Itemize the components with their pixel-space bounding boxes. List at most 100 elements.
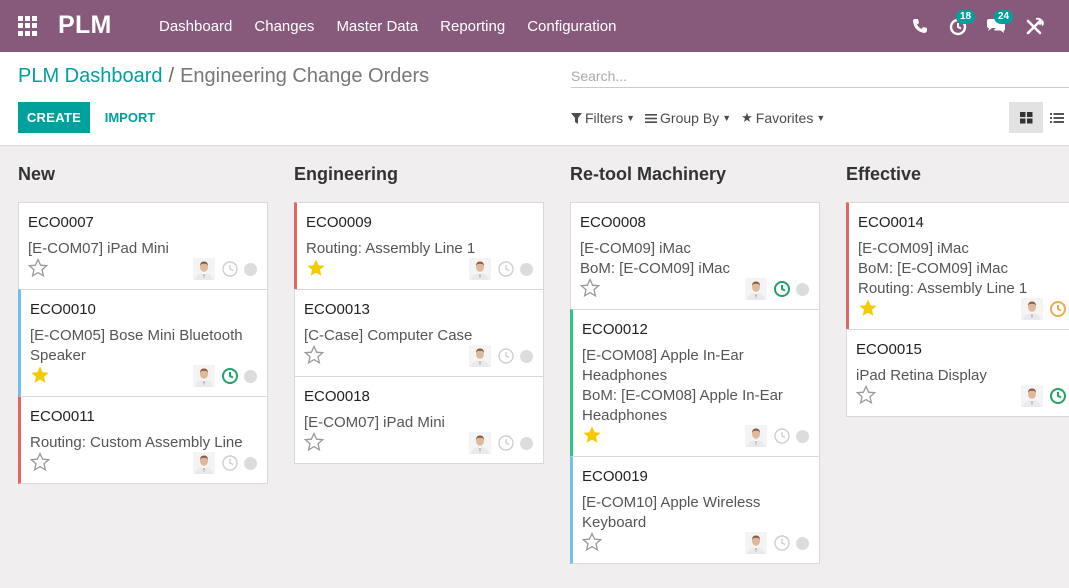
favorites-dropdown[interactable]: ★ Favorites ▼	[741, 110, 825, 126]
column-title: Effective	[846, 164, 922, 184]
priority-star-filled-icon[interactable]	[30, 365, 50, 385]
activity-clock-icon[interactable]	[497, 260, 515, 278]
card-description-line: [E-COM09] iMac	[858, 240, 969, 257]
kanban-view-button[interactable]	[1009, 102, 1043, 133]
debug-tools-icon[interactable]	[1022, 14, 1046, 38]
menu-item-master-data[interactable]: Master Data	[336, 17, 419, 35]
favorites-label: Favorites	[755, 110, 814, 126]
kanban-card[interactable]: ECO0018 [E-COM07] iPad Mini	[294, 376, 544, 464]
card-reference: ECO0007	[28, 214, 94, 231]
card-description-line: [C-Case] Computer Case	[304, 327, 473, 344]
activity-clock-icon[interactable]	[221, 260, 239, 278]
priority-star-icon[interactable]	[855, 384, 877, 405]
user-avatar	[193, 452, 215, 474]
kanban-state-dot[interactable]	[520, 350, 533, 363]
kanban-card[interactable]: ECO0008 [E-COM09] iMac BoM: [E-COM09] iMac	[570, 202, 820, 310]
kanban-state-dot[interactable]	[520, 263, 533, 276]
card-description: [E-COM08] Apple In-Ear Headphones BoM: [E-…	[582, 346, 817, 426]
chevron-down-icon: ▼	[816, 113, 826, 123]
card-reference: ECO0010	[30, 301, 96, 318]
create-button[interactable]: CREATE	[18, 102, 90, 133]
menu-item-changes[interactable]: Changes	[254, 17, 315, 35]
group-by-dropdown[interactable]: Group By ▼	[645, 110, 731, 126]
kanban-grid-icon	[1019, 111, 1032, 123]
card-reference: ECO0008	[580, 214, 646, 231]
activity-clock-icon[interactable]	[773, 534, 791, 552]
card-description-line: iPad Retina Display	[856, 367, 987, 384]
filters-label: Filters	[585, 110, 624, 126]
card-description-line: Keyboard	[582, 514, 647, 531]
card-description-line: [E-COM07] iPad Mini	[304, 414, 445, 431]
priority-star-icon[interactable]	[27, 257, 49, 278]
breadcrumb-separator: /	[168, 65, 175, 87]
priority-star-icon[interactable]	[581, 531, 603, 552]
card-description: [E-COM07] iPad Mini	[304, 413, 539, 433]
kanban-card[interactable]: ECO0013 [C-Case] Computer Case	[294, 289, 544, 377]
activity-clock-icon[interactable]	[1049, 300, 1067, 318]
card-reference: ECO0019	[582, 468, 648, 485]
import-button[interactable]: IMPORT	[104, 110, 156, 125]
card-description-line: [E-COM07] iPad Mini	[28, 240, 169, 257]
kanban-state-dot[interactable]	[244, 370, 257, 383]
search-input[interactable]	[571, 64, 1069, 88]
card-description: [E-COM09] iMac BoM: [E-COM09] iMac	[580, 239, 815, 279]
breadcrumb-parent-link[interactable]: PLM Dashboard	[18, 65, 163, 87]
list-icon	[1050, 112, 1064, 123]
kanban-card[interactable]: ECO0015 iPad Retina Display	[846, 329, 1069, 417]
kanban-card[interactable]: ECO0014 [E-COM09] iMac BoM: [E-COM09] iMac…	[846, 202, 1069, 330]
activity-clock-icon[interactable]	[773, 280, 791, 298]
kanban-card[interactable]: ECO0019 [E-COM10] Apple Wireless Keyboard	[570, 456, 820, 564]
kanban-state-dot[interactable]	[244, 263, 257, 276]
user-avatar	[745, 278, 767, 300]
user-avatar	[1021, 385, 1043, 407]
card-reference: ECO0012	[582, 321, 648, 338]
kanban-state-dot[interactable]	[520, 437, 533, 450]
activity-clock-icon[interactable]	[773, 427, 791, 445]
apps-grid-icon[interactable]	[18, 16, 38, 36]
messages-badge: 24	[994, 10, 1014, 24]
priority-star-icon[interactable]	[303, 344, 325, 365]
filter-icon	[571, 112, 582, 124]
menu-item-configuration[interactable]: Configuration	[527, 17, 617, 35]
activities-clock-icon[interactable]: 18	[946, 10, 976, 38]
activity-clock-icon[interactable]	[1049, 387, 1067, 405]
phone-icon[interactable]	[908, 14, 932, 38]
kanban-state-dot[interactable]	[796, 283, 809, 296]
priority-star-icon[interactable]	[579, 277, 601, 298]
card-description-line: [E-COM10] Apple Wireless	[582, 494, 761, 511]
card-reference: ECO0013	[304, 301, 370, 318]
kanban-card[interactable]: ECO0009 Routing: Assembly Line 1	[294, 202, 544, 290]
top-navbar: PLM Dashboard Changes Master Data Report…	[0, 0, 1069, 52]
activity-clock-icon[interactable]	[497, 347, 515, 365]
priority-star-icon[interactable]	[29, 451, 51, 472]
priority-star-filled-icon[interactable]	[306, 258, 326, 278]
activity-clock-icon[interactable]	[221, 367, 239, 385]
menu-item-dashboard[interactable]: Dashboard	[159, 17, 233, 35]
kanban-card[interactable]: ECO0011 Routing: Custom Assembly Line	[18, 396, 268, 484]
column-title: Re-tool Machinery	[570, 164, 727, 184]
kanban-state-dot[interactable]	[244, 457, 257, 470]
kanban-card[interactable]: ECO0012 [E-COM08] Apple In-Ear Headphones B…	[570, 309, 820, 457]
card-description: [E-COM05] Bose Mini Bluetooth Speaker	[30, 326, 265, 366]
list-view-button[interactable]	[1045, 102, 1069, 133]
search-options: Filters ▼ Group By ▼ ★ Favorites ▼	[571, 110, 835, 126]
messages-chat-icon[interactable]: 24	[984, 10, 1014, 38]
activity-clock-icon[interactable]	[221, 454, 239, 472]
app-brand[interactable]: PLM	[58, 11, 112, 39]
card-description-line: Headphones	[582, 407, 668, 424]
chevron-down-icon: ▼	[626, 113, 636, 123]
priority-star-filled-icon[interactable]	[858, 298, 878, 318]
priority-star-filled-icon[interactable]	[582, 425, 602, 445]
activity-clock-icon[interactable]	[497, 434, 515, 452]
user-avatar	[469, 258, 491, 280]
kanban-card[interactable]: ECO0007 [E-COM07] iPad Mini	[18, 202, 268, 290]
card-description-line: Routing: Assembly Line 1	[858, 280, 1028, 297]
filters-dropdown[interactable]: Filters ▼	[571, 110, 635, 126]
priority-star-icon[interactable]	[303, 431, 325, 452]
column-title: New	[18, 164, 56, 184]
menu-item-reporting[interactable]: Reporting	[440, 17, 506, 35]
kanban-card[interactable]: ECO0010 [E-COM05] Bose Mini Bluetooth Spea…	[18, 289, 268, 397]
card-description-line: BoM: [E-COM09] iMac	[580, 260, 731, 277]
kanban-state-dot[interactable]	[796, 430, 809, 443]
kanban-state-dot[interactable]	[796, 537, 809, 550]
